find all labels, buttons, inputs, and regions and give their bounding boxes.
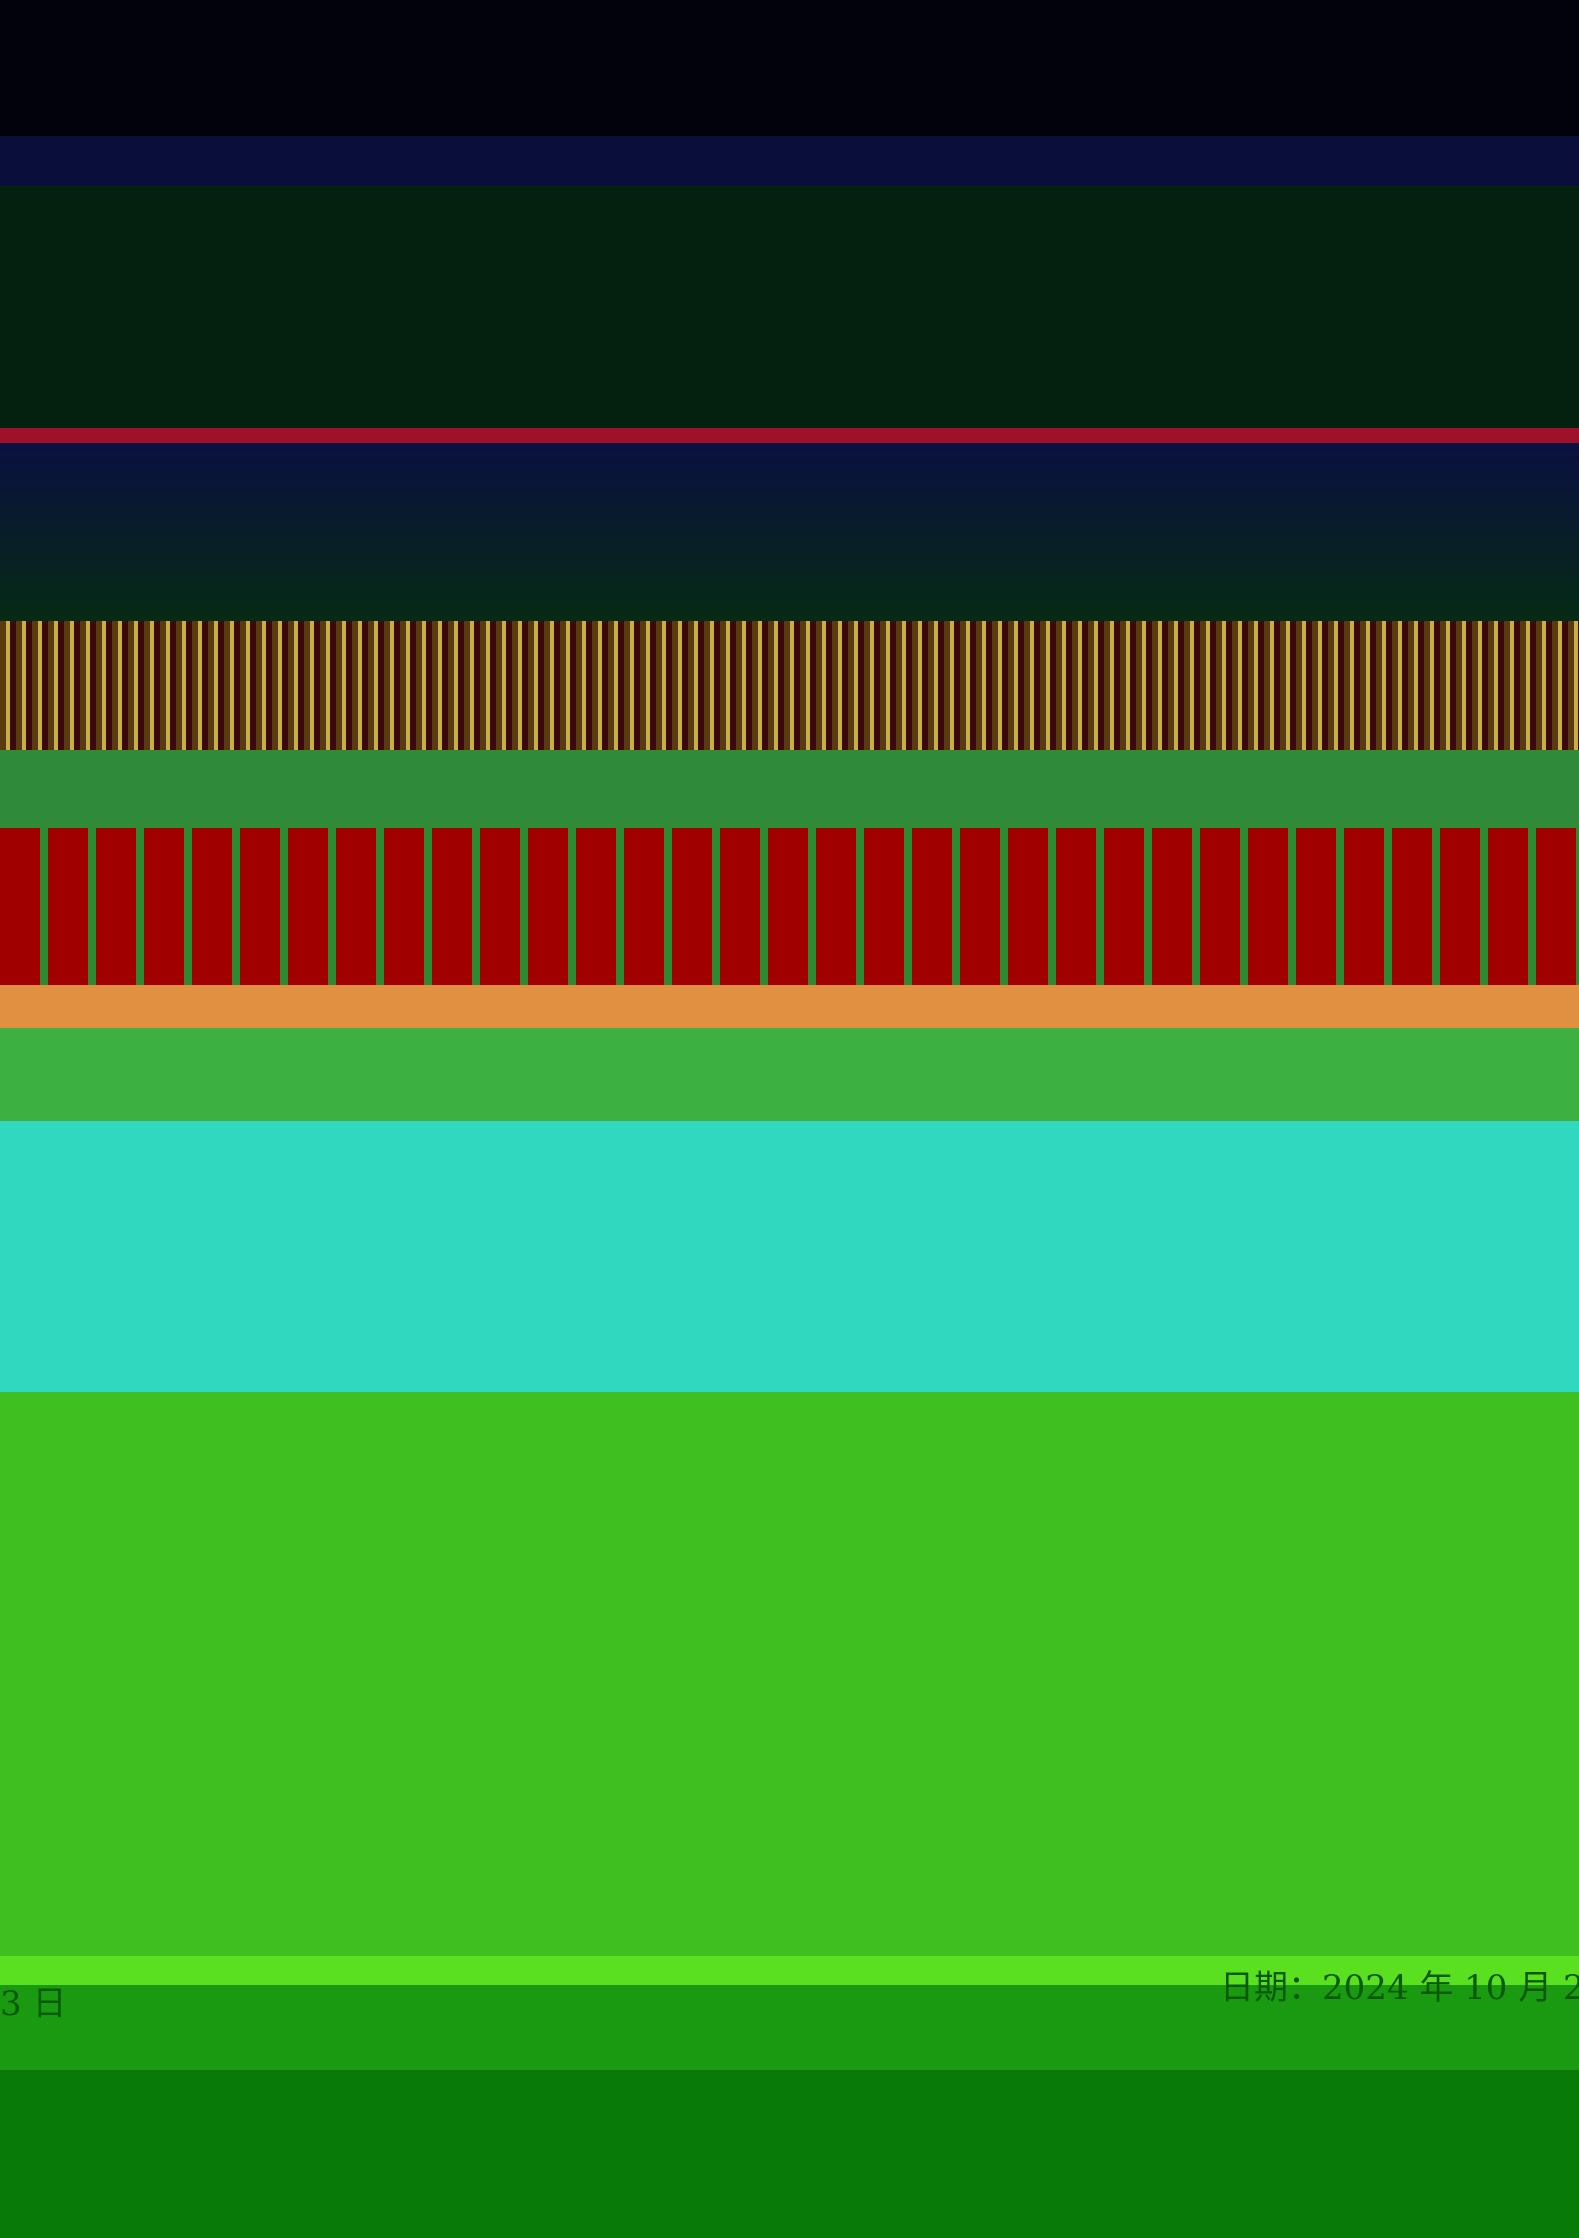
band-green	[0, 750, 1579, 828]
date-right: 日期：2024 年 10 月 22	[1220, 1968, 1579, 2008]
band-deep-green	[0, 2070, 1579, 2238]
band-mid-green	[0, 1985, 1579, 2070]
band-navy	[0, 136, 1579, 186]
date-left: 3 日	[0, 1984, 67, 2024]
band-black	[0, 0, 1579, 136]
band-cyan	[0, 1121, 1579, 1392]
band-orange	[0, 985, 1579, 1028]
band-red-line	[0, 428, 1579, 443]
band-bright-green	[0, 1392, 1579, 1956]
band-lime	[0, 1956, 1579, 1985]
band-green-2	[0, 1028, 1579, 1121]
band-dark-green	[0, 186, 1579, 428]
band-dark-navy	[0, 443, 1579, 621]
band-noise	[0, 621, 1579, 750]
band-red	[0, 828, 1579, 985]
